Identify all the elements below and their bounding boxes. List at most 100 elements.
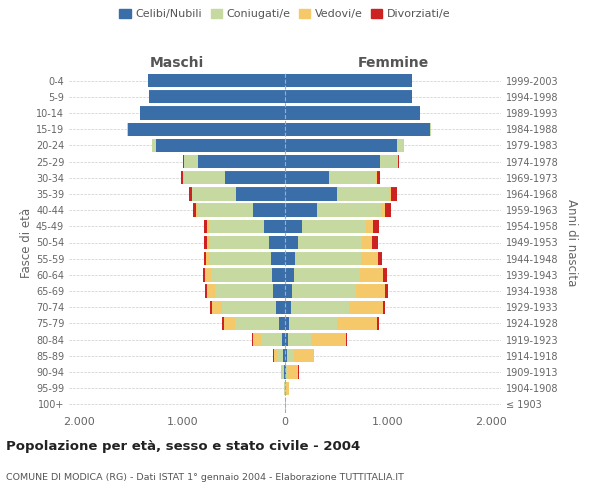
- Text: Maschi: Maschi: [150, 56, 204, 70]
- Bar: [283, 366, 284, 378]
- Bar: [380, 204, 385, 217]
- Bar: [329, 171, 376, 184]
- Text: Popolazione per età, sesso e stato civile - 2004: Popolazione per età, sesso e stato civil…: [6, 440, 360, 453]
- Bar: [337, 317, 377, 330]
- Bar: [285, 317, 289, 330]
- Bar: [183, 171, 226, 184]
- Bar: [349, 300, 383, 314]
- Y-axis label: Anni di nascita: Anni di nascita: [565, 199, 578, 286]
- Bar: [209, 220, 265, 233]
- Y-axis label: Fasce di età: Fasce di età: [20, 208, 33, 278]
- Bar: [294, 268, 359, 281]
- Bar: [206, 252, 211, 266]
- Bar: [215, 284, 273, 298]
- Bar: [283, 349, 285, 362]
- Bar: [210, 236, 269, 249]
- Bar: [212, 300, 222, 314]
- Bar: [346, 333, 347, 346]
- Bar: [253, 204, 285, 217]
- Bar: [373, 220, 379, 233]
- Bar: [208, 284, 215, 298]
- Bar: [359, 268, 383, 281]
- Bar: [236, 188, 285, 200]
- Bar: [207, 220, 209, 233]
- Bar: [211, 268, 272, 281]
- Bar: [317, 204, 380, 217]
- Bar: [285, 268, 294, 281]
- Bar: [311, 333, 346, 346]
- Bar: [389, 188, 391, 200]
- Bar: [193, 188, 236, 200]
- Bar: [205, 284, 208, 298]
- Bar: [226, 171, 285, 184]
- Bar: [430, 122, 431, 136]
- Bar: [140, 106, 285, 120]
- Bar: [269, 236, 285, 249]
- Bar: [286, 366, 288, 378]
- Bar: [285, 236, 298, 249]
- Bar: [294, 349, 314, 362]
- Bar: [285, 252, 295, 266]
- Bar: [204, 252, 206, 266]
- Bar: [285, 138, 397, 152]
- Bar: [197, 155, 285, 168]
- Bar: [377, 171, 380, 184]
- Bar: [222, 317, 224, 330]
- Bar: [337, 188, 389, 200]
- Bar: [224, 317, 235, 330]
- Bar: [149, 90, 285, 104]
- Bar: [285, 106, 420, 120]
- Bar: [281, 366, 283, 378]
- Bar: [361, 252, 377, 266]
- Bar: [235, 317, 279, 330]
- Bar: [385, 284, 388, 298]
- Bar: [152, 138, 157, 152]
- Bar: [285, 220, 302, 233]
- Bar: [385, 204, 391, 217]
- Bar: [288, 366, 298, 378]
- Bar: [204, 236, 208, 249]
- Bar: [184, 155, 197, 168]
- Bar: [285, 284, 292, 298]
- Bar: [285, 155, 380, 168]
- Bar: [380, 155, 397, 168]
- Bar: [252, 333, 253, 346]
- Bar: [292, 284, 356, 298]
- Bar: [285, 333, 287, 346]
- Bar: [197, 204, 253, 217]
- Text: Femmine: Femmine: [358, 56, 428, 70]
- Bar: [383, 300, 385, 314]
- Bar: [285, 90, 412, 104]
- Bar: [362, 236, 373, 249]
- Bar: [211, 300, 212, 314]
- Bar: [282, 333, 285, 346]
- Bar: [208, 236, 210, 249]
- Bar: [273, 284, 285, 298]
- Bar: [285, 171, 329, 184]
- Bar: [287, 333, 311, 346]
- Bar: [373, 236, 377, 249]
- Bar: [262, 333, 282, 346]
- Legend: Celibi/Nubili, Coniugati/e, Vedovi/e, Divorziati/e: Celibi/Nubili, Coniugati/e, Vedovi/e, Di…: [115, 4, 455, 24]
- Bar: [376, 171, 377, 184]
- Bar: [188, 188, 191, 200]
- Bar: [397, 138, 403, 152]
- Bar: [276, 300, 285, 314]
- Bar: [285, 188, 337, 200]
- Bar: [383, 268, 387, 281]
- Bar: [271, 252, 285, 266]
- Bar: [397, 155, 398, 168]
- Bar: [205, 268, 211, 281]
- Text: COMUNE DI MODICA (RG) - Dati ISTAT 1° gennaio 2004 - Elaborazione TUTTITALIA.IT: COMUNE DI MODICA (RG) - Dati ISTAT 1° ge…: [6, 472, 404, 482]
- Bar: [290, 300, 349, 314]
- Bar: [274, 349, 277, 362]
- Bar: [391, 188, 397, 200]
- Bar: [285, 122, 430, 136]
- Bar: [277, 349, 283, 362]
- Bar: [222, 300, 276, 314]
- Bar: [298, 236, 362, 249]
- Bar: [196, 204, 197, 217]
- Bar: [193, 204, 196, 217]
- Bar: [148, 74, 285, 87]
- Bar: [286, 382, 289, 395]
